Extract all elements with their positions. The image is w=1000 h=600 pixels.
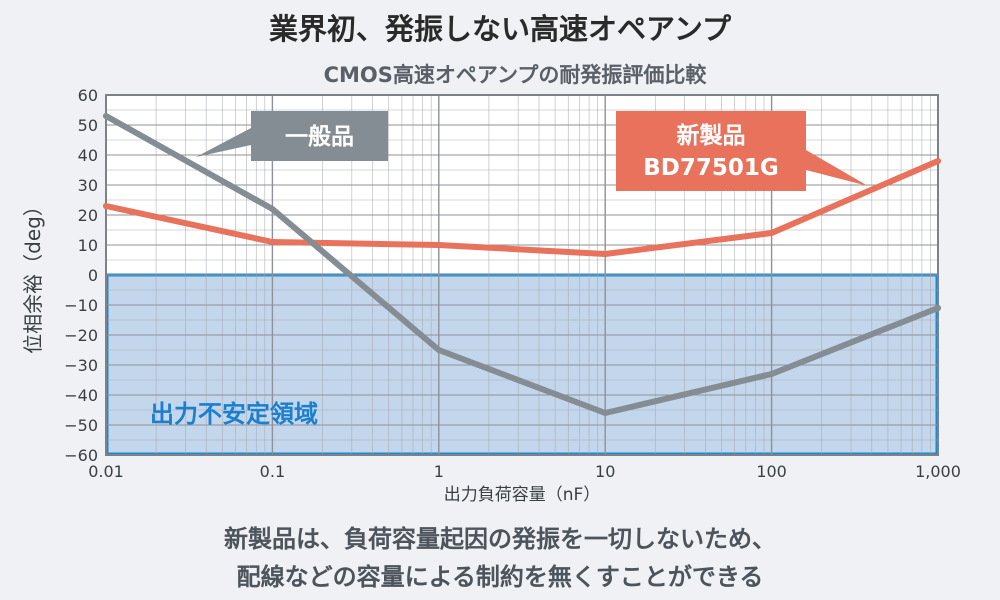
- y-axis-label: 位相余裕（deg）: [21, 196, 45, 354]
- callout-pointer: [196, 128, 251, 157]
- series-line-0: [103, 158, 941, 257]
- series-label: 一般品: [285, 123, 354, 150]
- y-tick-label: 50: [78, 116, 98, 135]
- series-line-1: [103, 113, 941, 416]
- y-tick-label: 60: [78, 86, 98, 105]
- data-point: [435, 242, 442, 248]
- x-tick-label: 10: [595, 462, 615, 481]
- x-tick-label: 0.1: [260, 462, 285, 481]
- y-tick-label: −10: [64, 296, 98, 315]
- y-tick-label: −50: [64, 416, 98, 435]
- y-tick-label: 10: [78, 236, 98, 255]
- data-point: [768, 371, 775, 377]
- unstable-region-label: 出力不安定領域: [150, 400, 318, 428]
- data-point: [935, 158, 941, 164]
- y-tick-label: 20: [78, 206, 98, 225]
- data-point: [435, 347, 442, 353]
- footnote-line-1: 新製品は、負荷容量起因の発振を一切しないため、: [224, 525, 776, 553]
- x-tick-label: 0.01: [88, 462, 124, 481]
- chart-title: 業界初、発振しない高速オペアンプ: [269, 12, 731, 46]
- y-tick-label: 30: [78, 176, 98, 195]
- data-point: [269, 206, 276, 212]
- y-tick-label: −30: [64, 356, 98, 375]
- data-point: [602, 251, 609, 257]
- y-tick-label: 40: [78, 146, 98, 165]
- data-point: [602, 410, 609, 416]
- data-point: [269, 239, 276, 245]
- y-tick-label: −60: [64, 446, 98, 465]
- footnote-line-2: 配線などの容量による制約を無くすことができる: [236, 563, 764, 591]
- x-axis-label: 出力負荷容量（nF）: [444, 485, 601, 505]
- plot-frame: [105, 94, 939, 456]
- y-tick-label: −20: [64, 326, 98, 345]
- data-point: [103, 203, 109, 209]
- data-point: [103, 113, 109, 119]
- data-point: [935, 305, 941, 311]
- x-tick-label: 1,000: [915, 462, 961, 481]
- footnote: 新製品は、負荷容量起因の発振を一切しないため、 配線などの容量による制約を無くす…: [0, 520, 1000, 596]
- x-tick-label: 100: [756, 462, 787, 481]
- series-callout-box: [616, 111, 806, 191]
- y-tick-label: 0: [88, 266, 98, 285]
- series-label: 新製品: [677, 122, 746, 149]
- data-point: [768, 230, 775, 236]
- series-callout-box: [251, 111, 388, 161]
- series-label: BD77501G: [643, 155, 779, 181]
- chart-subtitle: CMOS高速オペアンプの耐発振評価比較: [323, 63, 707, 87]
- y-tick-label: −40: [64, 386, 98, 405]
- x-tick-label: 1: [434, 462, 444, 481]
- callout-pointer: [806, 150, 868, 186]
